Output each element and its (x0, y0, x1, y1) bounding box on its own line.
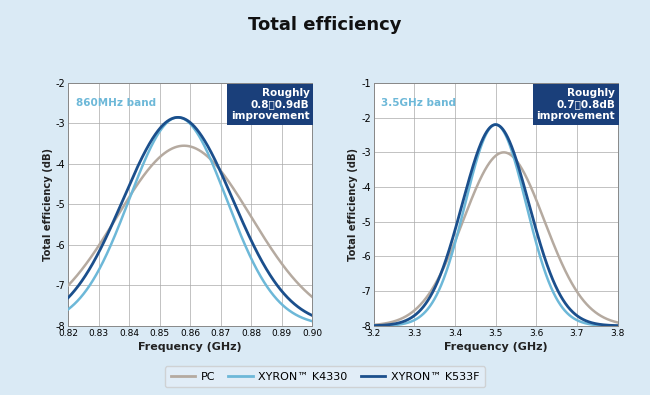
Y-axis label: Total efficiency (dB): Total efficiency (dB) (43, 148, 53, 261)
Text: 3.5GHz band: 3.5GHz band (381, 98, 456, 107)
X-axis label: Frequency (GHz): Frequency (GHz) (444, 342, 547, 352)
Y-axis label: Total efficiency (dB): Total efficiency (dB) (348, 148, 358, 261)
Text: Roughly
0.7〜0.8dB
improvement: Roughly 0.7〜0.8dB improvement (536, 88, 615, 121)
Text: Roughly
0.8〜0.9dB
improvement: Roughly 0.8〜0.9dB improvement (231, 88, 309, 121)
Legend: PC, XYRON™ K4330, XYRON™ K533F: PC, XYRON™ K4330, XYRON™ K533F (165, 366, 485, 387)
X-axis label: Frequency (GHz): Frequency (GHz) (138, 342, 242, 352)
Text: Total efficiency: Total efficiency (248, 16, 402, 34)
Text: 860MHz band: 860MHz band (75, 98, 156, 107)
